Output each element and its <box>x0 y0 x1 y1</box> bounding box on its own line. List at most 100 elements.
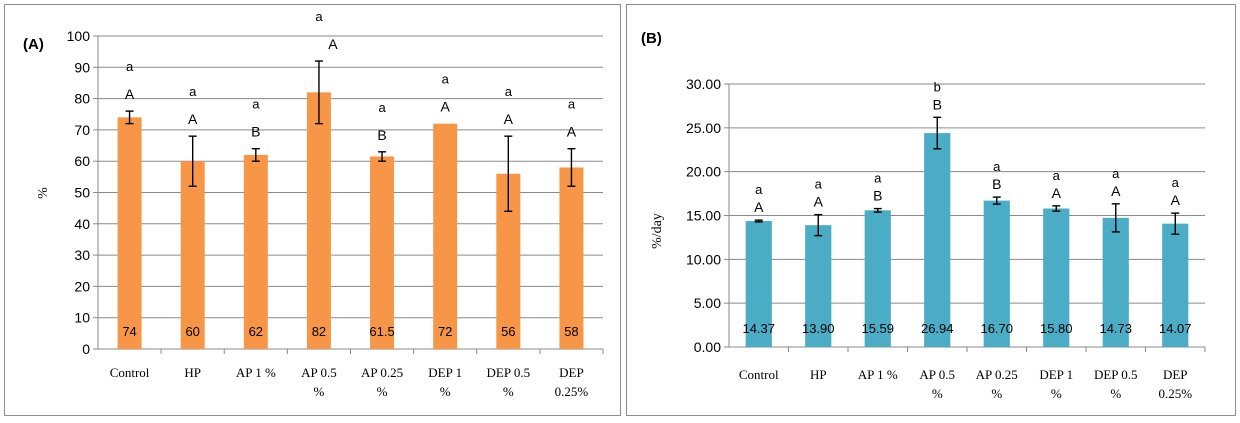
significance-letter-upper: A <box>754 199 764 215</box>
significance-letter-upper: A <box>441 99 451 115</box>
significance-letter-lower: a <box>252 97 260 112</box>
significance-letter-lower: a <box>315 9 323 24</box>
significance-letter-lower: a <box>874 171 882 186</box>
x-tick-label: Control <box>739 367 779 382</box>
data-label: 14.07 <box>1159 321 1192 336</box>
bar <box>433 123 458 349</box>
x-tick-label: % <box>1051 386 1062 401</box>
significance-letter-lower: a <box>442 72 450 87</box>
data-label: 15.80 <box>1040 321 1073 336</box>
bar <box>1043 208 1070 347</box>
y-tick-label: 40 <box>74 216 90 232</box>
y-tick-label: 20 <box>74 278 90 294</box>
bar <box>370 156 395 349</box>
y-tick-label: 50 <box>74 185 90 201</box>
bar <box>1162 223 1189 347</box>
significance-letter-upper: A <box>504 111 514 127</box>
data-label: 74 <box>122 324 136 339</box>
chart-a-svg: (A) 0 10 20 30 40 50 60 70 80 90 100% 74 Aa Control 60 A… <box>23 9 604 399</box>
significance-letter-upper: B <box>933 96 942 112</box>
y-tick-label: 5.00 <box>694 295 721 311</box>
significance-letter-upper: A <box>1171 192 1181 208</box>
y-tick-label: 90 <box>74 59 90 75</box>
bar <box>745 221 772 347</box>
x-tick-label: DEP 1 <box>1039 367 1073 382</box>
x-tick-label: % <box>314 384 325 399</box>
x-tick-label: % <box>503 384 514 399</box>
data-label: 58 <box>564 324 578 339</box>
data-label: 13.90 <box>802 321 835 336</box>
x-tick-label: % <box>991 386 1002 401</box>
significance-letter-lower: a <box>505 84 513 99</box>
x-tick-label: % <box>1110 386 1121 401</box>
x-tick-label: HP <box>184 365 201 380</box>
bar <box>306 92 331 349</box>
x-tick-label: % <box>932 386 943 401</box>
y-tick-label: 30.00 <box>686 76 721 92</box>
x-tick-label: AP 0.5 <box>301 365 337 380</box>
significance-letter-upper: A <box>125 86 135 102</box>
y-axis-label: % <box>36 187 51 199</box>
bar <box>117 117 142 349</box>
x-tick-label: % <box>377 384 388 399</box>
data-label: 14.73 <box>1099 321 1132 336</box>
significance-letter-lower: a <box>378 100 386 115</box>
significance-letter-upper: A <box>328 36 338 52</box>
significance-letter-upper: B <box>992 176 1001 192</box>
bar <box>1102 217 1129 347</box>
data-label: 72 <box>438 324 452 339</box>
x-tick-label: Control <box>110 365 150 380</box>
significance-letter-upper: B <box>873 188 882 204</box>
bar <box>243 154 268 349</box>
significance-letter-lower: a <box>1112 166 1120 181</box>
panel-label: (A) <box>23 36 44 53</box>
significance-letter-lower: a <box>1053 168 1061 183</box>
x-tick-label: DEP 0.5 <box>487 365 531 380</box>
bar <box>983 200 1010 347</box>
x-tick-label: HP <box>810 367 827 382</box>
y-tick-label: 15.00 <box>686 208 721 224</box>
x-tick-label: AP 0.5 <box>919 367 955 382</box>
significance-letter-lower: a <box>189 84 197 99</box>
data-label: 82 <box>312 324 326 339</box>
x-tick-label: AP 1 % <box>236 365 276 380</box>
significance-letter-lower: a <box>126 59 134 74</box>
significance-letter-lower: a <box>993 159 1001 174</box>
data-label: 15.59 <box>861 321 894 336</box>
y-tick-label: 25.00 <box>686 120 721 136</box>
significance-letter-lower: a <box>755 182 763 197</box>
y-tick-label: 20.00 <box>686 164 721 180</box>
y-axis-label: %/day <box>650 213 665 249</box>
significance-letter-lower: a <box>815 177 823 192</box>
data-label: 56 <box>501 324 515 339</box>
data-label: 60 <box>185 324 199 339</box>
bar <box>924 133 951 347</box>
significance-letter-upper: A <box>1111 183 1121 199</box>
bar <box>496 173 521 349</box>
data-label: 26.94 <box>921 321 954 336</box>
x-tick-label: AP 0.25 <box>361 365 403 380</box>
significance-letter-upper: A <box>814 194 824 210</box>
x-tick-label: 0.25% <box>1158 386 1192 401</box>
chart-b-svg: (B) 0.00 5.00 10.00 15.00 20.00 25.00 30.00 %/da… <box>641 30 1206 401</box>
bar <box>180 161 205 349</box>
y-tick-label: 10 <box>74 310 90 326</box>
data-label: 16.70 <box>980 321 1013 336</box>
data-label: 14.37 <box>742 321 775 336</box>
data-label: 61.5 <box>369 324 394 339</box>
significance-letter-upper: A <box>567 124 577 140</box>
significance-letter-lower: a <box>568 97 576 112</box>
significance-letter-upper: B <box>251 124 260 140</box>
x-tick-label: % <box>440 384 451 399</box>
y-tick-label: 100 <box>67 28 91 44</box>
y-tick-label: 10.00 <box>686 251 721 267</box>
y-tick-label: 30 <box>74 247 90 263</box>
x-tick-label: DEP 1 <box>428 365 462 380</box>
panel-label: (B) <box>641 30 662 47</box>
bar <box>864 210 891 347</box>
data-label: 62 <box>249 324 263 339</box>
significance-letter-upper: A <box>188 111 198 127</box>
bar <box>805 225 832 347</box>
significance-letter-lower: b <box>934 79 941 94</box>
